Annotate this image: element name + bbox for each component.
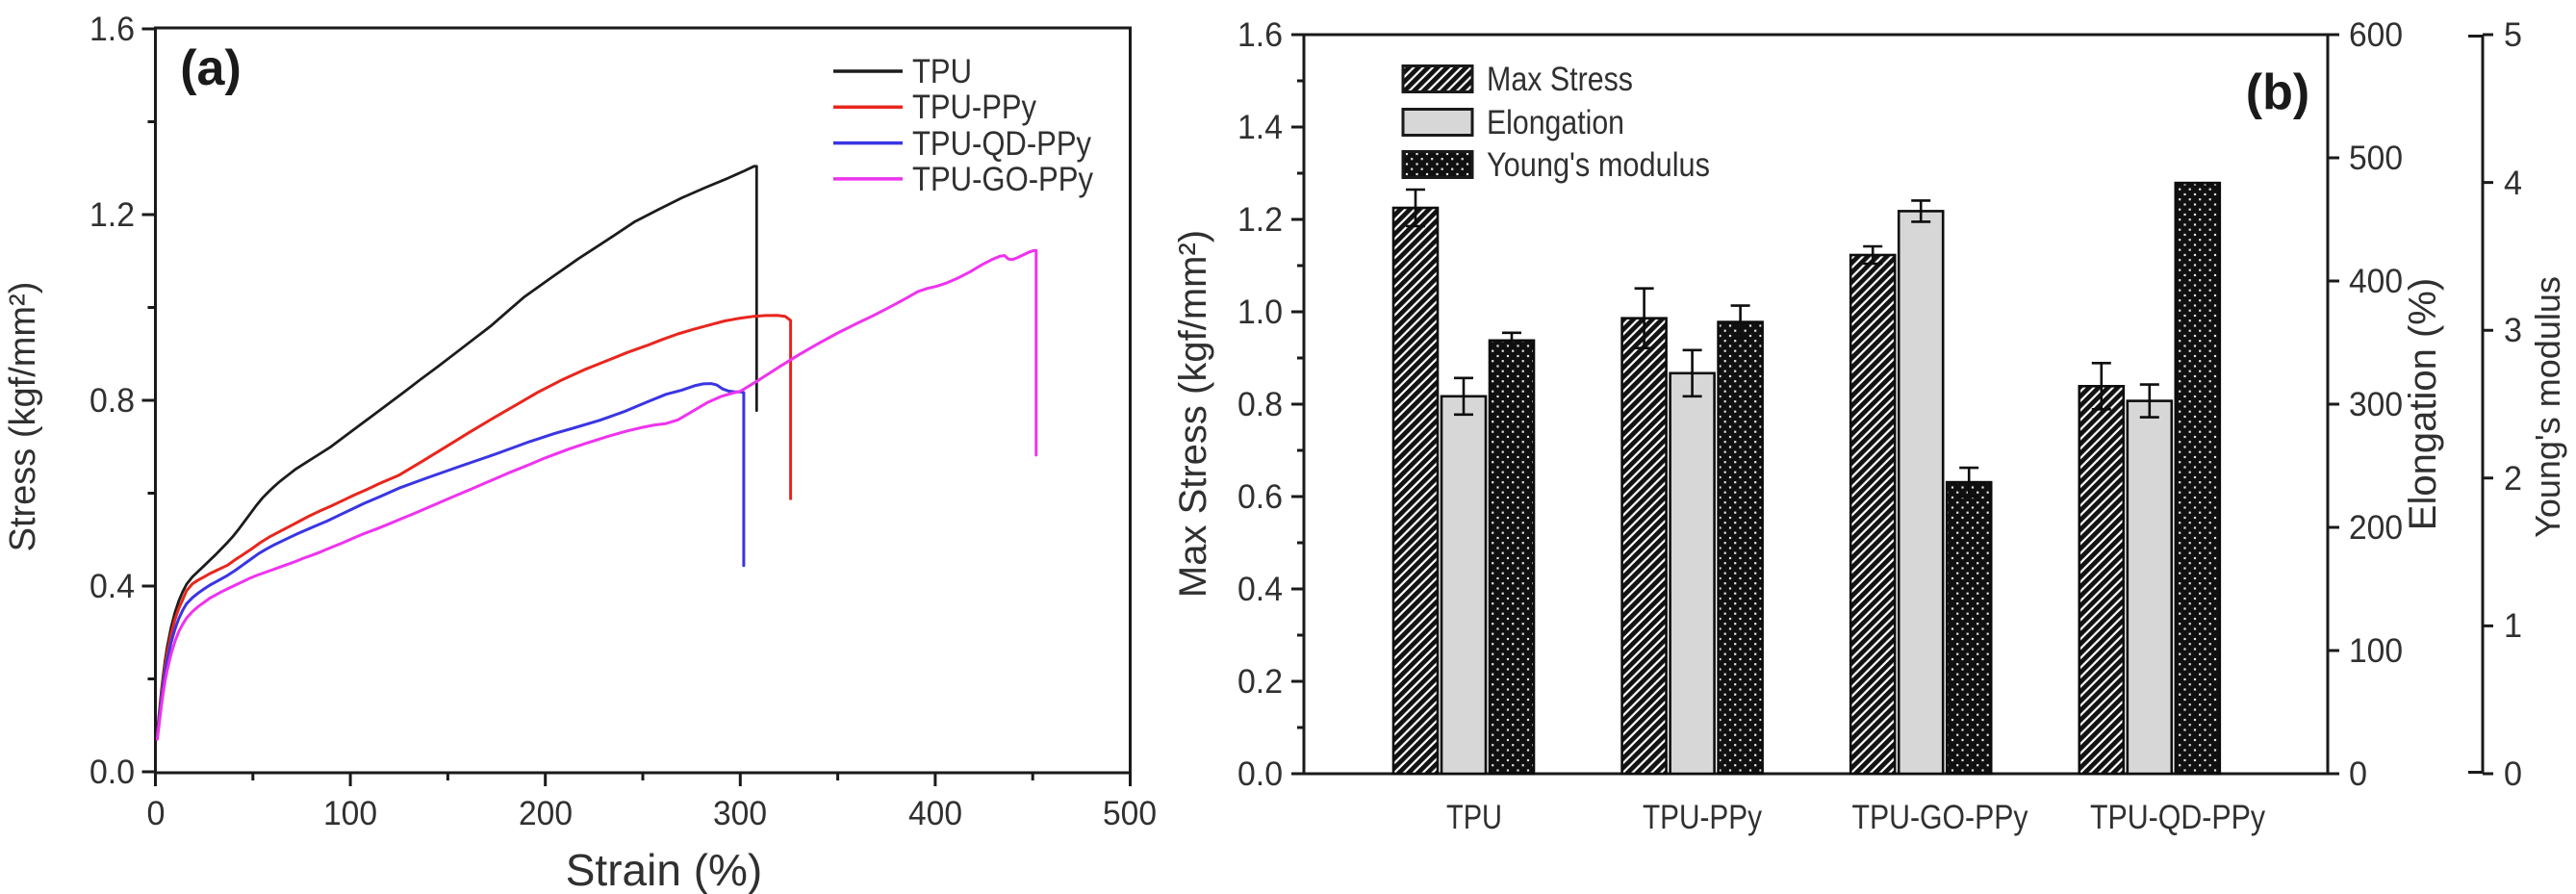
- svg-text:Elongation (%): Elongation (%): [2402, 278, 2444, 530]
- svg-text:0.6: 0.6: [1237, 478, 1283, 516]
- svg-text:100: 100: [2349, 632, 2403, 670]
- svg-text:0: 0: [2349, 755, 2367, 793]
- svg-text:300: 300: [713, 795, 767, 832]
- svg-text:(a): (a): [180, 40, 242, 96]
- svg-text:600: 600: [2349, 16, 2403, 54]
- svg-text:TPU-PPy: TPU-PPy: [1643, 799, 1762, 836]
- svg-text:Elongation: Elongation: [1487, 104, 1624, 141]
- svg-text:Max Stress: Max Stress: [1487, 61, 1633, 98]
- svg-text:400: 400: [2349, 263, 2403, 300]
- svg-text:3: 3: [2504, 312, 2522, 349]
- svg-text:0.8: 0.8: [89, 382, 135, 420]
- svg-text:0.0: 0.0: [89, 754, 135, 791]
- svg-text:500: 500: [1103, 795, 1157, 832]
- svg-text:1.0: 1.0: [1237, 294, 1283, 331]
- svg-text:1.6: 1.6: [1237, 16, 1283, 54]
- svg-text:0.4: 0.4: [89, 568, 135, 605]
- svg-text:1.2: 1.2: [89, 196, 135, 234]
- svg-text:200: 200: [519, 795, 573, 832]
- svg-text:1: 1: [2504, 607, 2522, 645]
- svg-text:1.2: 1.2: [1237, 201, 1283, 239]
- svg-text:200: 200: [2349, 509, 2403, 547]
- svg-text:Strain (%): Strain (%): [566, 845, 762, 894]
- svg-text:0: 0: [2504, 755, 2522, 793]
- svg-text:300: 300: [2349, 386, 2403, 423]
- svg-text:TPU-QD-PPy: TPU-QD-PPy: [912, 125, 1091, 163]
- svg-text:100: 100: [323, 795, 377, 832]
- svg-text:TPU-GO-PPy: TPU-GO-PPy: [912, 161, 1093, 198]
- svg-text:TPU-PPy: TPU-PPy: [912, 89, 1036, 126]
- svg-text:500: 500: [2349, 140, 2403, 177]
- svg-text:0.8: 0.8: [1237, 386, 1283, 423]
- svg-text:TPU: TPU: [1446, 799, 1502, 836]
- svg-text:TPU-GO-PPy: TPU-GO-PPy: [1852, 799, 2028, 836]
- svg-text:0.2: 0.2: [1237, 663, 1283, 701]
- svg-text:2: 2: [2504, 460, 2522, 498]
- svg-text:TPU: TPU: [912, 53, 972, 90]
- svg-text:Young's modulus: Young's modulus: [1487, 146, 1710, 184]
- svg-text:Max Stress (kgf/mm²): Max Stress (kgf/mm²): [1172, 230, 1214, 598]
- svg-text:Young's modulus: Young's modulus: [2528, 276, 2567, 538]
- svg-text:5: 5: [2504, 16, 2522, 54]
- svg-text:1.6: 1.6: [89, 11, 135, 48]
- svg-text:(b): (b): [2246, 64, 2309, 120]
- svg-text:0.4: 0.4: [1237, 571, 1283, 608]
- svg-text:0: 0: [147, 795, 166, 832]
- svg-text:4: 4: [2504, 165, 2522, 202]
- svg-text:Stress (kgf/mm²): Stress (kgf/mm²): [3, 282, 43, 552]
- svg-text:1.4: 1.4: [1237, 109, 1283, 146]
- svg-text:400: 400: [908, 795, 962, 832]
- svg-text:0.0: 0.0: [1237, 755, 1283, 793]
- svg-text:TPU-QD-PPy: TPU-QD-PPy: [2090, 799, 2265, 836]
